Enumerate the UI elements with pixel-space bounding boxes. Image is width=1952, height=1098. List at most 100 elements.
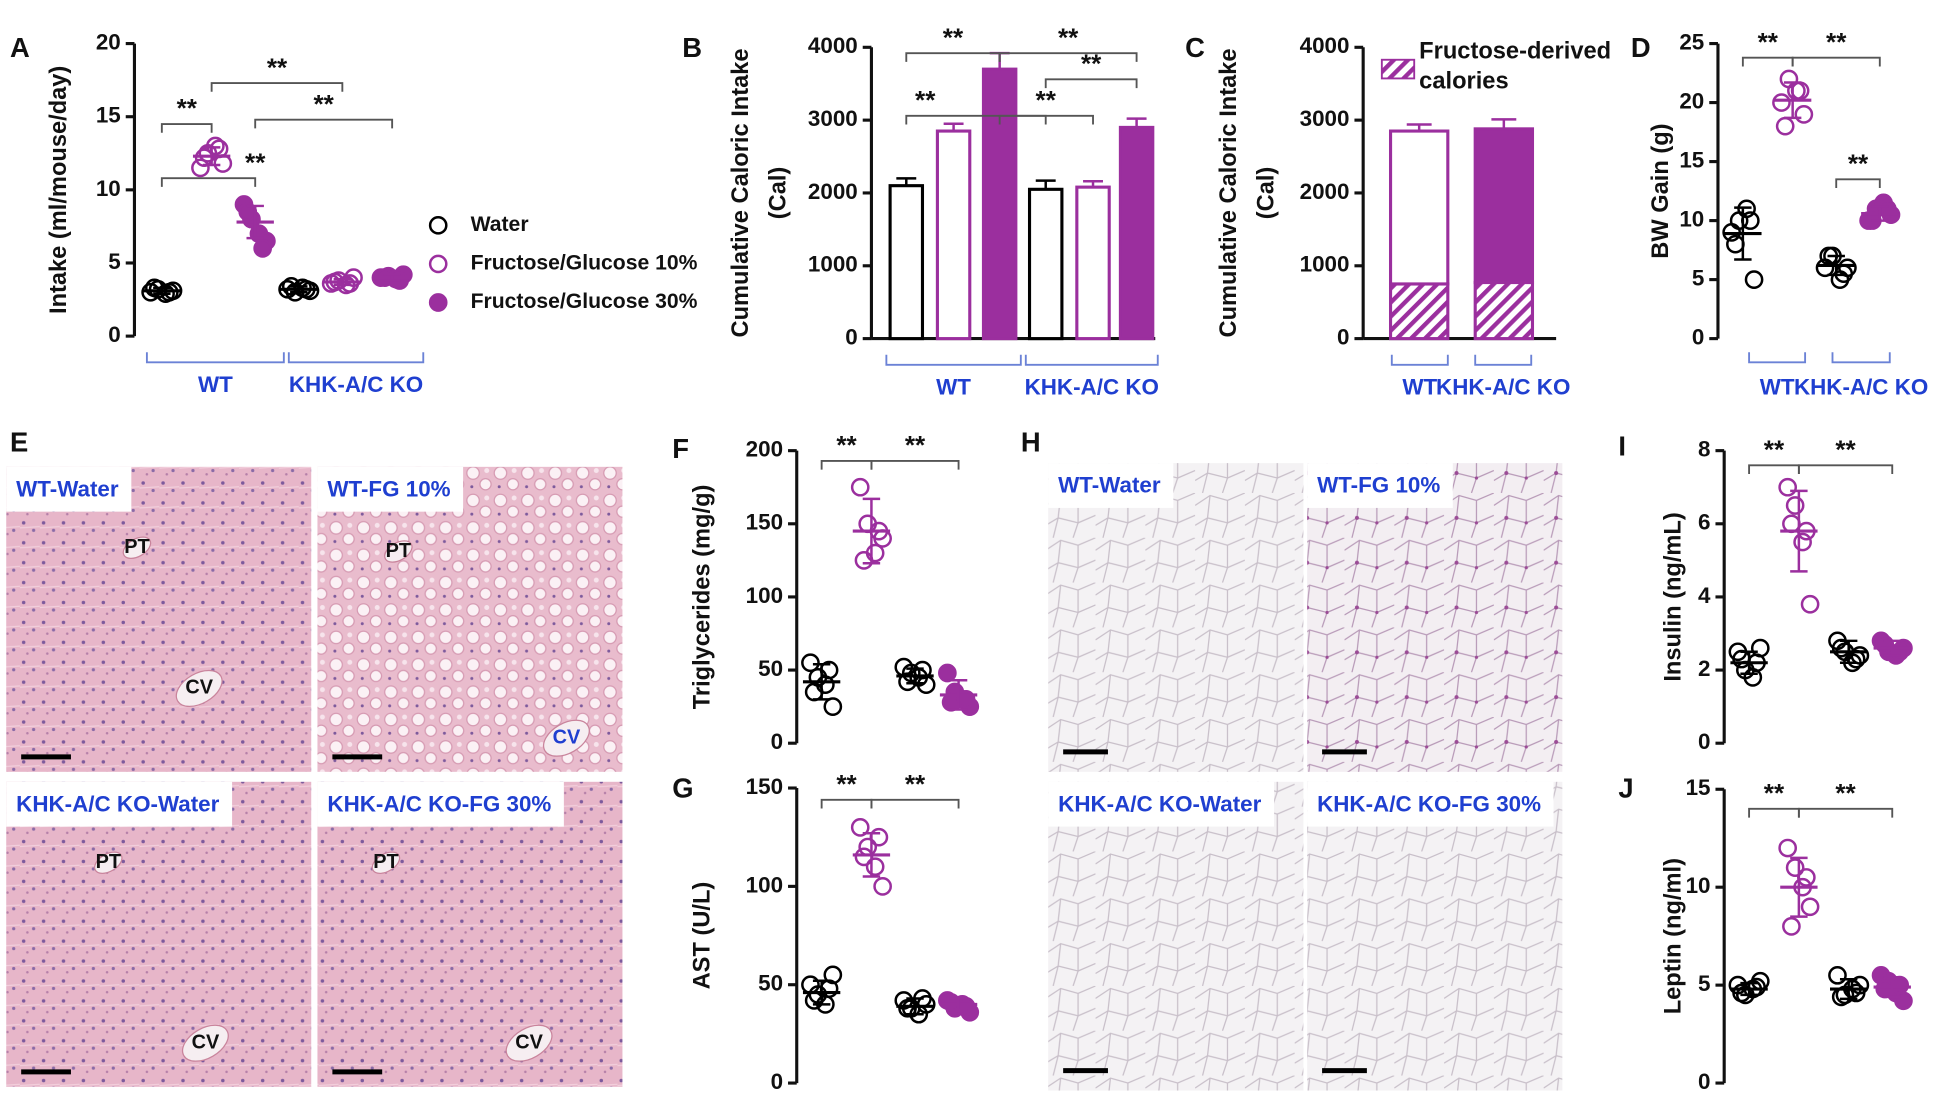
vessel bbox=[371, 851, 401, 874]
y-tick-label: 50 bbox=[758, 971, 783, 996]
data-point bbox=[1778, 477, 1798, 497]
data-point bbox=[869, 827, 889, 847]
vessel bbox=[175, 669, 223, 708]
legend-label: Fructose/Glucose 10% bbox=[471, 252, 698, 275]
y-tick-label: 0 bbox=[1698, 729, 1710, 754]
data-point bbox=[865, 857, 885, 877]
vessel bbox=[94, 851, 123, 874]
significance-bracket bbox=[998, 52, 1138, 62]
data-point bbox=[1875, 979, 1895, 999]
data-point bbox=[1793, 532, 1812, 552]
group-label: WT bbox=[1402, 374, 1437, 399]
micrograph-title: WT-Water bbox=[16, 476, 119, 501]
structure-label: CV bbox=[185, 677, 213, 699]
y-axis-label: Cumulative Caloric Intake bbox=[728, 48, 754, 337]
significance-label: ** bbox=[267, 52, 288, 82]
significance-label: ** bbox=[1835, 778, 1856, 808]
title-box bbox=[317, 466, 464, 512]
data-point bbox=[1778, 838, 1798, 858]
data-point bbox=[956, 997, 976, 1016]
data-point bbox=[1772, 93, 1791, 112]
group-bracket bbox=[287, 352, 425, 364]
significance-label: ** bbox=[1835, 434, 1856, 464]
y-tick-label: 20 bbox=[1679, 89, 1704, 114]
structure-label: PT bbox=[373, 851, 398, 873]
group-label: KHK-A/C KO bbox=[289, 372, 423, 397]
y-tick-label: 8 bbox=[1698, 437, 1710, 462]
y-tick-label: 1000 bbox=[1300, 252, 1350, 277]
data-point bbox=[1790, 81, 1810, 101]
data-point bbox=[1775, 116, 1795, 136]
panel-label: F bbox=[672, 433, 689, 464]
y-tick-label: 0 bbox=[1698, 1069, 1710, 1094]
significance-label: ** bbox=[905, 769, 926, 799]
significance-bracket bbox=[905, 52, 1001, 62]
y-axis-label: Insulin (ng/mL) bbox=[1661, 512, 1687, 681]
data-point bbox=[1785, 858, 1805, 877]
y-axis-label: Intake (ml/mouse/day) bbox=[46, 66, 72, 314]
panel-label: J bbox=[1618, 773, 1633, 804]
title-box bbox=[317, 781, 564, 827]
vessel bbox=[181, 1024, 229, 1062]
group-bracket bbox=[1748, 352, 1807, 364]
micrograph bbox=[1307, 781, 1563, 1091]
panel-label: G bbox=[672, 773, 693, 804]
data-point bbox=[801, 653, 820, 673]
y-tick-label: 10 bbox=[1686, 873, 1711, 898]
y-tick-label: 0 bbox=[1337, 325, 1349, 350]
structure-label: CV bbox=[553, 726, 581, 748]
legend-marker bbox=[428, 215, 448, 235]
y-tick-label: 3000 bbox=[1300, 106, 1350, 131]
y-tick-label: 200 bbox=[746, 437, 783, 462]
significance-label: ** bbox=[905, 430, 926, 460]
y-tick-label: 150 bbox=[746, 510, 783, 535]
micrograph-title: WT-Water bbox=[1058, 473, 1161, 498]
data-point bbox=[941, 692, 961, 712]
bar bbox=[1027, 187, 1064, 341]
panel-label: A bbox=[10, 32, 30, 63]
bar-segment bbox=[1388, 129, 1450, 286]
group-label: WT bbox=[1760, 374, 1795, 399]
structure-label: PT bbox=[124, 536, 149, 558]
y-tick-label: 150 bbox=[746, 774, 783, 799]
y-tick-label: 50 bbox=[758, 656, 783, 681]
structure-label: PT bbox=[386, 540, 411, 562]
bar bbox=[1075, 185, 1111, 341]
data-point bbox=[823, 697, 843, 716]
title-box bbox=[1048, 463, 1174, 508]
significance-bracket bbox=[1748, 807, 1800, 818]
y-tick-label: 0 bbox=[1692, 325, 1704, 350]
panel-label: B bbox=[682, 32, 702, 63]
data-point bbox=[1800, 594, 1820, 614]
significance-bracket bbox=[820, 459, 873, 470]
y-tick-label: 2000 bbox=[1300, 179, 1350, 204]
significance-bracket bbox=[870, 798, 960, 809]
title-box bbox=[6, 466, 132, 512]
significance-label: ** bbox=[1081, 49, 1102, 79]
data-point bbox=[823, 965, 843, 985]
data-point bbox=[191, 158, 210, 178]
data-point bbox=[1797, 868, 1816, 887]
legend-marker bbox=[428, 293, 448, 312]
data-point bbox=[1744, 270, 1764, 289]
significance-bracket bbox=[870, 459, 960, 470]
y-tick-label: 15 bbox=[1686, 775, 1711, 800]
significance-bracket bbox=[820, 798, 873, 809]
group-label: KHK-A/C KO bbox=[1436, 374, 1570, 399]
legend-label: Fructose/Glucose 30% bbox=[471, 290, 698, 313]
y-tick-label: 2 bbox=[1698, 656, 1710, 681]
data-point bbox=[1875, 635, 1895, 654]
legend-swatch bbox=[1380, 58, 1416, 80]
significance-label: ** bbox=[1758, 27, 1779, 57]
data-point bbox=[1782, 514, 1801, 534]
group-bracket bbox=[1474, 354, 1533, 366]
y-tick-label: 20 bbox=[96, 29, 121, 54]
data-point bbox=[1785, 496, 1805, 515]
significance-bracket bbox=[254, 118, 394, 129]
y-tick-label: 25 bbox=[1679, 29, 1704, 54]
significance-bracket bbox=[1044, 78, 1138, 89]
bar bbox=[981, 67, 1018, 341]
y-axis-label: Leptin (ng/ml) bbox=[1661, 858, 1687, 1014]
data-point bbox=[850, 818, 870, 837]
